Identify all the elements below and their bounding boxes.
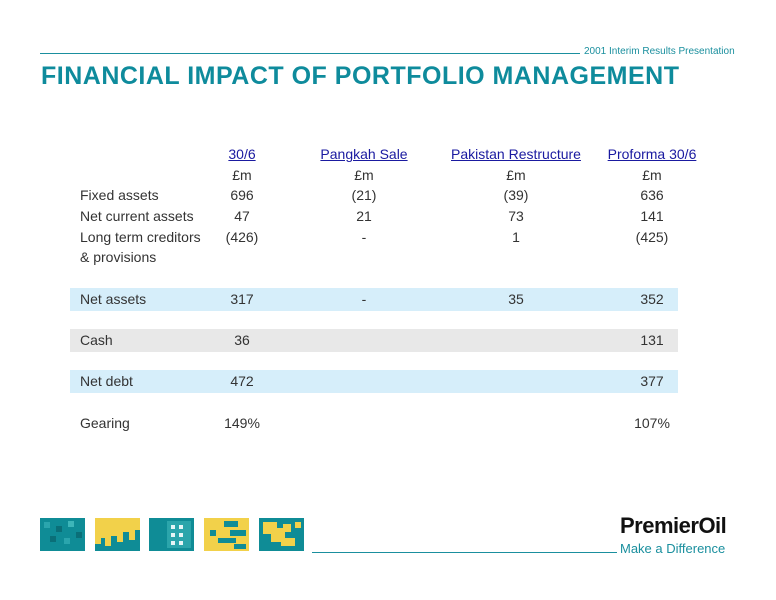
- row-label-fixed-assets: Fixed assets: [80, 187, 159, 203]
- table-cell: 36: [234, 332, 250, 348]
- table-cell: 317: [230, 291, 254, 307]
- unit-label: £m: [232, 167, 252, 183]
- column-header-pangkah-sale: Pangkah Sale: [320, 146, 408, 162]
- row-label-net-current-assets: Net current assets: [80, 208, 194, 224]
- table-cell: 107%: [634, 415, 670, 431]
- table-cell: (426): [225, 229, 259, 245]
- footer-rule: [312, 552, 617, 553]
- row-label-net-debt: Net debt: [80, 373, 133, 389]
- column-header-30-6: 30/6: [228, 146, 256, 162]
- row-label-gearing: Gearing: [80, 415, 130, 431]
- tagline: Make a Difference: [620, 541, 726, 556]
- cash-band: [70, 329, 678, 352]
- row-label-net-assets: Net assets: [80, 291, 147, 307]
- table-cell: 35: [508, 291, 524, 307]
- row-label-provisions: & provisions: [80, 249, 157, 265]
- table-cell: 149%: [224, 415, 260, 431]
- table-cell: 696: [230, 187, 254, 203]
- column-header-proforma-30-6: Proforma 30/6: [607, 146, 697, 162]
- table-cell: 141: [640, 208, 664, 224]
- table-cell: 352: [640, 291, 664, 307]
- slide-title: FINANCIAL IMPACT OF PORTFOLIO MANAGEMENT: [41, 62, 680, 90]
- premier-oil-logo: PremierOil: [620, 513, 727, 538]
- unit-label: £m: [642, 167, 662, 183]
- table-cell: (39): [503, 187, 529, 203]
- table-cell: 377: [640, 373, 664, 389]
- table-cell: 131: [640, 332, 664, 348]
- table-cell: 472: [230, 373, 254, 389]
- column-header-pakistan-restructure: Pakistan Restructure: [451, 146, 581, 162]
- table-cell: 73: [508, 208, 524, 224]
- yellow-pattern-image: [204, 518, 249, 551]
- teal-map-image: [259, 518, 304, 551]
- net-assets-band: [70, 288, 678, 311]
- table-cell: (21): [351, 187, 377, 203]
- table-cell: 47: [234, 208, 250, 224]
- unit-label: £m: [506, 167, 526, 183]
- table-cell: (425): [635, 229, 669, 245]
- row-label-long-term-creditors: Long term creditors: [80, 229, 201, 245]
- presentation-label: 2001 Interim Results Presentation: [584, 46, 735, 57]
- yellow-skyline-image: [95, 518, 140, 551]
- table-cell: 1: [512, 229, 520, 245]
- teal-mosaic-image: [40, 518, 85, 551]
- table-cell: -: [361, 291, 367, 307]
- row-label-cash: Cash: [80, 332, 113, 348]
- header-rule: [40, 53, 580, 54]
- table-cell: -: [361, 229, 367, 245]
- table-cell: 636: [640, 187, 664, 203]
- net-debt-band: [70, 370, 678, 393]
- teal-grid-image: [149, 518, 194, 551]
- table-cell: 21: [356, 208, 372, 224]
- unit-label: £m: [354, 167, 374, 183]
